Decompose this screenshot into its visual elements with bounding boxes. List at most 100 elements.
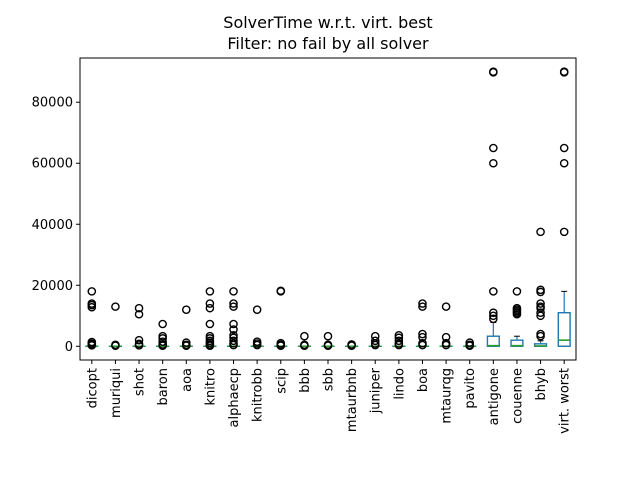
outlier-point	[158, 341, 167, 350]
box-group	[345, 340, 359, 350]
outlier-point	[158, 337, 167, 346]
outlier-point	[229, 302, 238, 311]
x-tick-label: juniper	[369, 367, 384, 414]
outlier-point	[323, 331, 333, 341]
outlier-point	[441, 332, 451, 342]
box-group	[85, 287, 99, 350]
outlier-point	[134, 341, 144, 350]
box-group	[533, 227, 548, 347]
box-group	[368, 331, 382, 350]
outlier-point	[181, 305, 191, 314]
box-group	[392, 330, 406, 350]
outlier-point	[394, 336, 404, 346]
chart-title: SolverTime w.r.t. virt. best	[223, 13, 432, 32]
box-group	[156, 319, 170, 350]
outlier-point	[489, 143, 498, 153]
outlier-point	[276, 341, 286, 350]
box-group	[132, 303, 146, 350]
y-axis: 0 20000 40000 60000 80000	[32, 96, 80, 355]
y-tick-label: 40000	[32, 218, 73, 233]
x-tick-label: lindo	[392, 368, 407, 400]
outlier-point	[370, 340, 380, 350]
outlier-point	[418, 302, 427, 311]
x-tick-label: dicopt	[85, 368, 100, 408]
outlier-point	[536, 287, 545, 297]
outlier-point	[87, 302, 97, 312]
outlier-point	[300, 341, 309, 350]
box-group	[297, 331, 311, 350]
outlier-point	[229, 336, 238, 346]
outlier-point	[134, 303, 144, 313]
box-group	[203, 287, 217, 350]
outlier-point	[465, 341, 475, 350]
box-group	[439, 302, 453, 350]
outlier-point	[370, 336, 380, 346]
x-axis: dicopt muriqui shot baron aoa knitro alphaecp k…	[85, 360, 573, 434]
outlier-point	[205, 319, 215, 329]
outlier-point	[418, 299, 427, 308]
x-tick-label: knitrobb	[251, 368, 266, 422]
outlier-point	[276, 287, 286, 296]
outlier-point	[134, 309, 144, 319]
outlier-point	[559, 227, 569, 237]
outlier-point	[252, 340, 262, 350]
box-group	[510, 287, 524, 347]
outlier-point	[489, 287, 498, 296]
x-tick-label: bhyb	[534, 368, 549, 400]
outlier-point	[87, 287, 97, 296]
x-tick-label: mtaurbnb	[345, 368, 360, 432]
x-tick-label: alphaecp	[227, 368, 242, 427]
outlier-point	[111, 302, 120, 311]
plot-marks	[85, 67, 571, 350]
box-group	[108, 302, 123, 350]
outlier-point	[536, 331, 545, 341]
box-group	[463, 338, 477, 350]
outlier-point	[205, 287, 215, 296]
outlier-point	[134, 335, 144, 345]
x-tick-label: virt. worst	[558, 368, 573, 434]
outlier-point	[111, 341, 120, 350]
x-tick-label: mtaurqg	[440, 368, 455, 424]
outlier-point	[489, 158, 498, 168]
box-group	[250, 305, 264, 350]
box	[557, 312, 571, 347]
y-tick-label: 80000	[32, 96, 73, 111]
y-tick-label: 0	[65, 340, 73, 355]
box-group	[274, 286, 288, 350]
box-group	[179, 305, 193, 350]
box-group	[226, 287, 241, 350]
outlier-point	[489, 311, 498, 321]
x-tick-label: baron	[156, 368, 171, 405]
outlier-point	[394, 330, 404, 340]
box-group	[415, 299, 430, 350]
outlier-point	[252, 305, 262, 314]
outlier-point	[418, 332, 427, 342]
outlier-point	[300, 331, 309, 341]
outlier-point	[229, 287, 238, 296]
box	[486, 335, 500, 347]
box-group	[557, 67, 571, 347]
outlier-point	[87, 341, 97, 350]
outlier-point	[229, 325, 238, 334]
outlier-point	[394, 340, 404, 350]
y-tick-label: 20000	[32, 279, 73, 294]
x-tick-label: knitro	[203, 368, 218, 406]
outlier-point	[158, 319, 167, 329]
x-tick-label: muriqui	[109, 368, 124, 418]
box-group	[486, 67, 500, 347]
outlier-point	[536, 227, 545, 237]
outlier-point	[229, 330, 238, 340]
x-tick-label: pavito	[463, 368, 478, 409]
outlier-point	[512, 309, 522, 319]
y-tick-label: 60000	[32, 157, 73, 172]
x-tick-label: couenne	[510, 368, 525, 424]
outlier-point	[489, 308, 498, 318]
outlier-point	[205, 341, 215, 350]
outlier-point	[559, 68, 569, 77]
x-tick-label: aoa	[180, 368, 195, 392]
outlier-point	[229, 299, 238, 308]
x-tick-label: antigone	[487, 368, 502, 425]
x-tick-label: sbb	[322, 368, 337, 391]
outlier-point	[489, 314, 498, 324]
x-tick-label: scip	[274, 368, 289, 394]
